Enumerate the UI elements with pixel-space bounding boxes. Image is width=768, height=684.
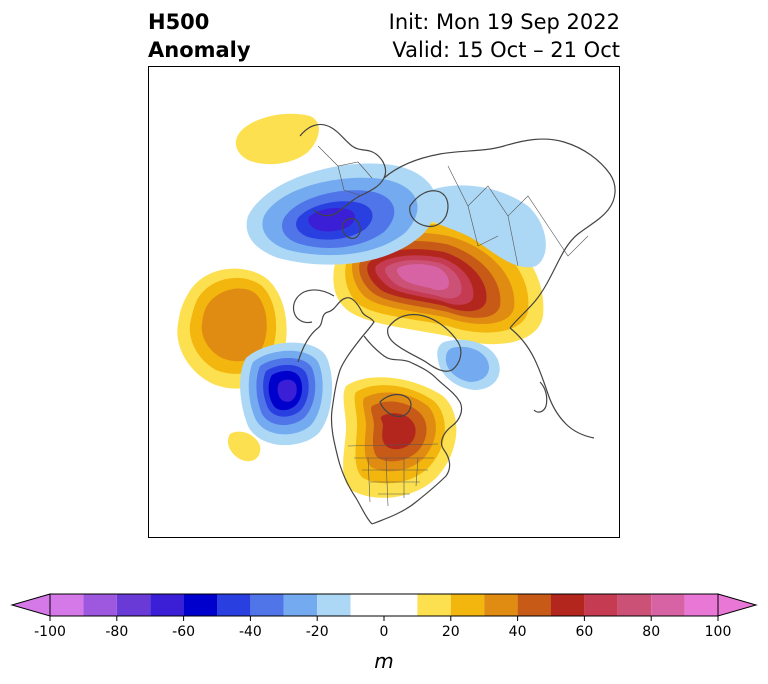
anomaly-map (148, 66, 620, 538)
coast-hudson-bay (379, 393, 412, 417)
title-init-date: Init: Mon 19 Sep 2022 (388, 10, 620, 34)
borders-layer (317, 145, 589, 507)
coast-asia (383, 138, 616, 329)
anomaly-gulf-of-alaska-trough (240, 342, 333, 446)
colorbar-band (684, 594, 718, 616)
colorbar-band (551, 594, 585, 616)
colorbar-band (651, 594, 685, 616)
colorbar-extend-low (10, 593, 51, 617)
title-valid-range: Valid: 15 Oct – 21 Oct (392, 38, 620, 62)
colorbar-band (350, 594, 418, 616)
coast-north-america-west (297, 297, 375, 525)
anomaly-eastern-pacific-ridge (227, 431, 261, 462)
anomaly-hudson-bay-ridge (343, 377, 457, 498)
colorbar-band (283, 594, 318, 616)
colorbar-band (150, 594, 184, 616)
colorbar-tick-label: 80 (642, 624, 660, 640)
colorbar-band (250, 594, 284, 616)
map-title-left: H500 Anomaly (148, 8, 251, 64)
colorbar-band (584, 594, 618, 616)
colorbar-band (183, 594, 217, 616)
colorbar-tick-label: -80 (105, 624, 128, 640)
coast-alaska (292, 289, 335, 324)
coast-scandinavia (409, 190, 449, 228)
title-anomaly: Anomaly (148, 38, 251, 62)
colorbar-band (317, 594, 351, 616)
colorbar-tick-label: -100 (34, 624, 66, 640)
coast-japan (533, 381, 548, 413)
map-frame (148, 66, 620, 538)
coast-europe (299, 123, 387, 217)
colorbar-band (83, 594, 117, 616)
anomaly-east-asia-ridge (235, 113, 319, 165)
coast-north-america-east (363, 335, 463, 525)
colorbar-band (450, 594, 485, 616)
colorbar-ticks: -100 -80 -60 -40 -20 0 20 40 60 80 100 (34, 616, 731, 640)
colorbar-band (617, 594, 652, 616)
border-eurasia (447, 165, 589, 267)
colorbar-band (484, 594, 518, 616)
border-us-canada (347, 443, 439, 447)
colorbar-band (50, 594, 84, 616)
colorbar-tick-label: 40 (509, 624, 527, 640)
colorbar-tick-label: -20 (306, 624, 329, 640)
border-us-states-vertical (367, 457, 419, 507)
map-title-right: Init: Mon 19 Sep 2022 Valid: 15 Oct – 21… (389, 8, 620, 64)
colorbar-unit-label: m (374, 649, 393, 673)
colorbar-tick-label: 100 (705, 624, 732, 640)
colorbar-tick-label: 0 (380, 624, 389, 640)
colorbar-band (517, 594, 551, 616)
coastlines-layer (292, 123, 616, 525)
border-europe (317, 145, 373, 197)
colorbar-band (217, 594, 251, 616)
colorbar-fill (10, 593, 758, 617)
colorbar-tick-label: -40 (239, 624, 262, 640)
colorbar: -100 -80 -60 -40 -20 0 20 40 60 80 100 m (10, 593, 758, 673)
colorbar-tick-label: -60 (172, 624, 195, 640)
coast-british-isles (341, 217, 361, 239)
colorbar-extend-high (717, 593, 758, 617)
anomaly-fill-layer (177, 113, 546, 498)
coast-greenland (387, 313, 462, 372)
colorbar-band (417, 594, 451, 616)
coast-siberia-east (509, 327, 595, 439)
border-us-states (354, 457, 434, 495)
anomaly-europe-trough (246, 163, 437, 265)
colorbar-band (116, 594, 151, 616)
colorbar-tick-label: 60 (575, 624, 593, 640)
title-variable: H500 (148, 10, 210, 34)
colorbar-tick-label: 20 (442, 624, 460, 640)
